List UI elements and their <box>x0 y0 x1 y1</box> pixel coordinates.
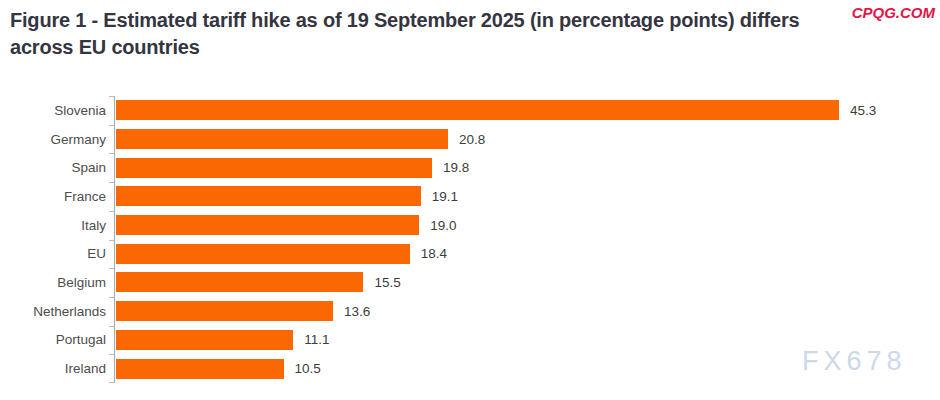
bar-row: EU 18.4 <box>10 239 930 268</box>
bar-row: Germany 20.8 <box>10 125 930 154</box>
bar-row: Ireland 10.5 <box>10 354 930 383</box>
value-label: 10.5 <box>295 361 321 376</box>
bar-track: 20.8 <box>115 125 930 154</box>
value-label: 19.8 <box>443 160 469 175</box>
value-label: 19.0 <box>430 218 456 233</box>
value-label: 15.5 <box>374 275 400 290</box>
category-label: Belgium <box>10 275 115 290</box>
page-title: Figure 1 - Estimated tariff hike as of 1… <box>10 7 936 61</box>
bar-row: France 19.1 <box>10 182 930 211</box>
bar-row: Slovenia 45.3 <box>10 96 930 125</box>
value-label: 19.1 <box>432 189 458 204</box>
category-label: Germany <box>10 132 115 147</box>
value-label: 11.1 <box>304 332 329 347</box>
bar <box>116 244 410 264</box>
bar-track: 15.5 <box>115 268 930 297</box>
bar-row: Portugal 11.1 <box>10 326 930 355</box>
value-label: 20.8 <box>459 132 485 147</box>
bar-rows: Slovenia 45.3 Germany 20.8 Spain 19.8 Fr… <box>10 96 930 383</box>
category-label: Netherlands <box>10 304 115 319</box>
bar-row: Netherlands 13.6 <box>10 297 930 326</box>
bar-row: Belgium 15.5 <box>10 268 930 297</box>
bar <box>116 129 448 149</box>
watermark-fx678: FX678 <box>802 346 907 377</box>
category-label: Ireland <box>10 361 115 376</box>
watermark-cpqg: CPQG.COM <box>844 3 937 24</box>
bar <box>116 215 419 235</box>
category-label: EU <box>10 246 115 261</box>
category-label: France <box>10 189 115 204</box>
bar-track: 19.8 <box>115 153 930 182</box>
bar <box>116 330 293 350</box>
category-label: Portugal <box>10 332 115 347</box>
bar <box>116 301 333 321</box>
bar-track: 19.0 <box>115 211 930 240</box>
bar-track: 19.1 <box>115 182 930 211</box>
bar <box>116 158 432 178</box>
bar-track: 45.3 <box>115 96 930 125</box>
bar-track: 13.6 <box>115 297 930 326</box>
bar-row: Spain 19.8 <box>10 153 930 182</box>
bar-chart: Slovenia 45.3 Germany 20.8 Spain 19.8 Fr… <box>10 96 930 383</box>
bar-track: 18.4 <box>115 239 930 268</box>
bar <box>116 359 284 379</box>
value-label: 45.3 <box>850 103 876 118</box>
bar <box>116 272 363 292</box>
page-title-line2: across EU countries <box>10 34 936 61</box>
category-label: Italy <box>10 218 115 233</box>
category-label: Slovenia <box>10 103 115 118</box>
bar <box>116 186 421 206</box>
category-label: Spain <box>10 160 115 175</box>
page-title-line1: Figure 1 - Estimated tariff hike as of 1… <box>10 7 936 34</box>
value-label: 18.4 <box>421 246 447 261</box>
bar <box>116 100 839 120</box>
value-label: 13.6 <box>344 304 370 319</box>
bar-row: Italy 19.0 <box>10 211 930 240</box>
